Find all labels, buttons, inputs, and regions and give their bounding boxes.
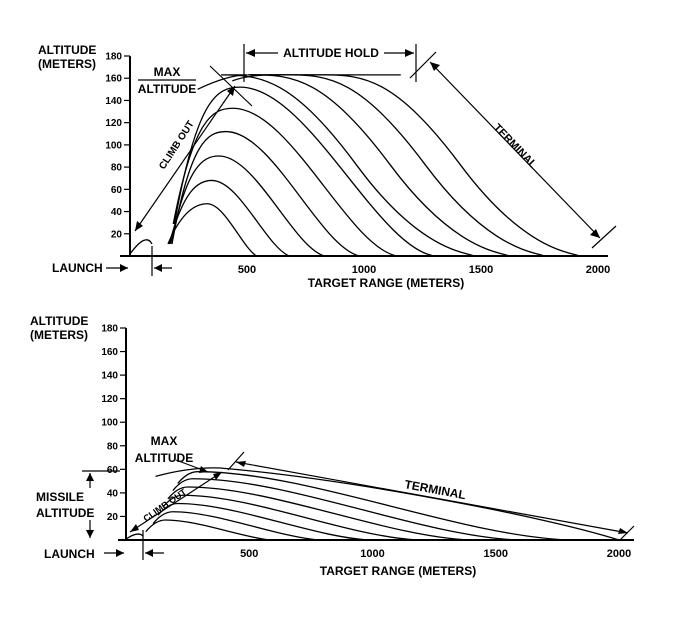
bottom-x-tick-label: 500 bbox=[240, 548, 258, 560]
top-max-label-line1: MAX bbox=[154, 65, 181, 79]
bottom-climb-arrowhead-high bbox=[213, 472, 222, 480]
top-launch-arrowhead-left bbox=[120, 264, 128, 272]
bottom-ylabel-line2: (METERS) bbox=[30, 328, 88, 342]
top-trajectory-line bbox=[168, 179, 290, 257]
top-ylabel-line2: (METERS) bbox=[38, 57, 96, 71]
top-trajectory-line bbox=[248, 74, 545, 257]
top-ylabel-line1: ALTITUDE bbox=[38, 43, 96, 57]
bottom-y-tick-label: 140 bbox=[101, 371, 118, 382]
top-max-altitude-tick bbox=[209, 65, 253, 107]
top-hold-arrowhead-right bbox=[405, 49, 414, 57]
bottom-launch-arrowhead-left bbox=[116, 549, 124, 557]
bottom-max-altitude-arrowhead bbox=[199, 466, 208, 473]
bottom-trajectory-line bbox=[172, 478, 518, 541]
top-terminal-arrowhead-end bbox=[590, 229, 600, 238]
top-x-tick-label: 2000 bbox=[586, 264, 610, 276]
top-y-tick-label: 80 bbox=[111, 163, 123, 174]
top-trajectory-line bbox=[171, 130, 360, 257]
bottom-launch-bump bbox=[125, 533, 144, 540]
bottom-y-tick-label: 180 bbox=[101, 324, 118, 335]
top-trajectory-line bbox=[167, 203, 257, 257]
top-y-tick-label: 60 bbox=[111, 185, 123, 196]
top-trajectory-line bbox=[173, 86, 435, 257]
top-climb-out-arrow bbox=[134, 85, 236, 232]
top-trajectory-line bbox=[248, 74, 510, 257]
bottom-terminal-arrowhead-end bbox=[618, 528, 628, 534]
bottom-y-ticks: 20 40 60 80 100 120 140 160 180 bbox=[101, 324, 126, 523]
top-max-label-line2: ALTITUDE bbox=[138, 82, 196, 96]
bottom-y-tick-label: 120 bbox=[101, 394, 118, 405]
top-trajectory-line bbox=[172, 107, 397, 257]
top-climb-out-label: CLIMB OUT bbox=[157, 119, 196, 172]
bottom-missile-altitude-line1: MISSILE bbox=[36, 490, 84, 504]
bottom-y-tick-label: 80 bbox=[107, 441, 119, 452]
bottom-trajectory-line bbox=[145, 519, 270, 541]
bottom-xlabel: TARGET RANGE (METERS) bbox=[320, 564, 476, 578]
top-x-tick-label: 1500 bbox=[469, 264, 493, 276]
bottom-trajectory-curves bbox=[145, 467, 620, 541]
bottom-envelope-line bbox=[155, 467, 620, 541]
bottom-y-tick-label: 40 bbox=[107, 488, 119, 499]
top-altitude-hold-line bbox=[232, 74, 401, 82]
top-launch-label: LAUNCH bbox=[52, 261, 103, 275]
bottom-trajectory-line bbox=[167, 486, 469, 541]
bottom-x-ticks: 500 1000 1500 2000 bbox=[240, 548, 631, 560]
bottom-y-tick-label: 20 bbox=[107, 512, 119, 523]
top-terminal-label: TERMINAL bbox=[491, 122, 539, 171]
bottom-x-tick-label: 2000 bbox=[607, 548, 631, 560]
bottom-chart: ALTITUDE (METERS) 20 40 60 80 100 120 140 160 18… bbox=[30, 314, 635, 578]
top-y-tick-label: 160 bbox=[105, 74, 122, 85]
bottom-missile-altitude-line2: ALTITUDE bbox=[36, 506, 94, 520]
bottom-y-tick-label: 100 bbox=[101, 418, 118, 429]
top-trajectory-line bbox=[248, 74, 580, 257]
bottom-trajectory-line bbox=[162, 494, 417, 541]
bottom-launch-arrowhead-right bbox=[145, 549, 153, 557]
top-x-ticks: 500 1000 1500 2000 bbox=[238, 264, 610, 276]
bottom-missile-altitude-arrowhead-down bbox=[86, 530, 94, 538]
top-y-tick-label: 40 bbox=[111, 207, 123, 218]
top-chart: ALTITUDE (METERS) 20 40 60 80 100 120 140 160 18… bbox=[38, 43, 617, 290]
bottom-trajectory-line bbox=[152, 511, 319, 541]
bottom-missile-altitude-arrowhead-up bbox=[86, 473, 94, 481]
top-hold-arrowhead-left bbox=[246, 49, 255, 57]
bottom-ylabel-line1: ALTITUDE bbox=[30, 314, 88, 328]
top-y-tick-label: 100 bbox=[105, 140, 122, 151]
bottom-climb-out-arrow bbox=[129, 471, 223, 533]
top-xlabel: TARGET RANGE (METERS) bbox=[308, 276, 464, 290]
top-y-tick-label: 120 bbox=[105, 118, 122, 129]
bottom-climb-arrowhead-low bbox=[130, 524, 139, 532]
bottom-x-tick-label: 1500 bbox=[484, 548, 508, 560]
top-terminal-arrowhead-start bbox=[430, 62, 440, 71]
top-trajectory-line bbox=[197, 74, 475, 257]
bottom-trajectory-line bbox=[177, 471, 570, 541]
bottom-trajectory-line bbox=[157, 502, 368, 541]
top-y-tick-label: 140 bbox=[105, 96, 122, 107]
bottom-terminal-arrowhead-start bbox=[236, 461, 246, 467]
top-x-tick-label: 1000 bbox=[352, 264, 376, 276]
top-y-tick-label: 180 bbox=[105, 52, 122, 63]
top-launch-arrowhead-right bbox=[154, 264, 162, 272]
top-trajectory-curves bbox=[167, 74, 580, 257]
bottom-y-tick-label: 60 bbox=[107, 465, 119, 476]
bottom-terminal-tick-start bbox=[227, 451, 245, 471]
top-y-tick-label: 20 bbox=[111, 229, 123, 240]
top-trajectory-line bbox=[169, 155, 325, 257]
top-climb-arrowhead-low bbox=[135, 221, 143, 231]
top-y-ticks: 20 40 60 80 100 120 140 160 180 bbox=[105, 52, 130, 240]
top-x-tick-label: 500 bbox=[238, 264, 256, 276]
bottom-x-tick-label: 1000 bbox=[360, 548, 384, 560]
bottom-terminal-arrow bbox=[235, 461, 629, 534]
top-terminal-tick-start bbox=[409, 51, 437, 79]
top-terminal-arrow bbox=[429, 61, 601, 239]
top-launch-bump bbox=[129, 239, 153, 255]
bottom-climb-out-label: CLIMB OUT bbox=[141, 486, 188, 523]
top-altitude-hold-label: ALTITUDE HOLD bbox=[283, 46, 379, 60]
bottom-y-tick-label: 160 bbox=[101, 347, 118, 358]
bottom-launch-label: LAUNCH bbox=[44, 547, 95, 561]
top-terminal-tick-end bbox=[591, 225, 617, 249]
bottom-max-label-line1: MAX bbox=[151, 434, 178, 448]
